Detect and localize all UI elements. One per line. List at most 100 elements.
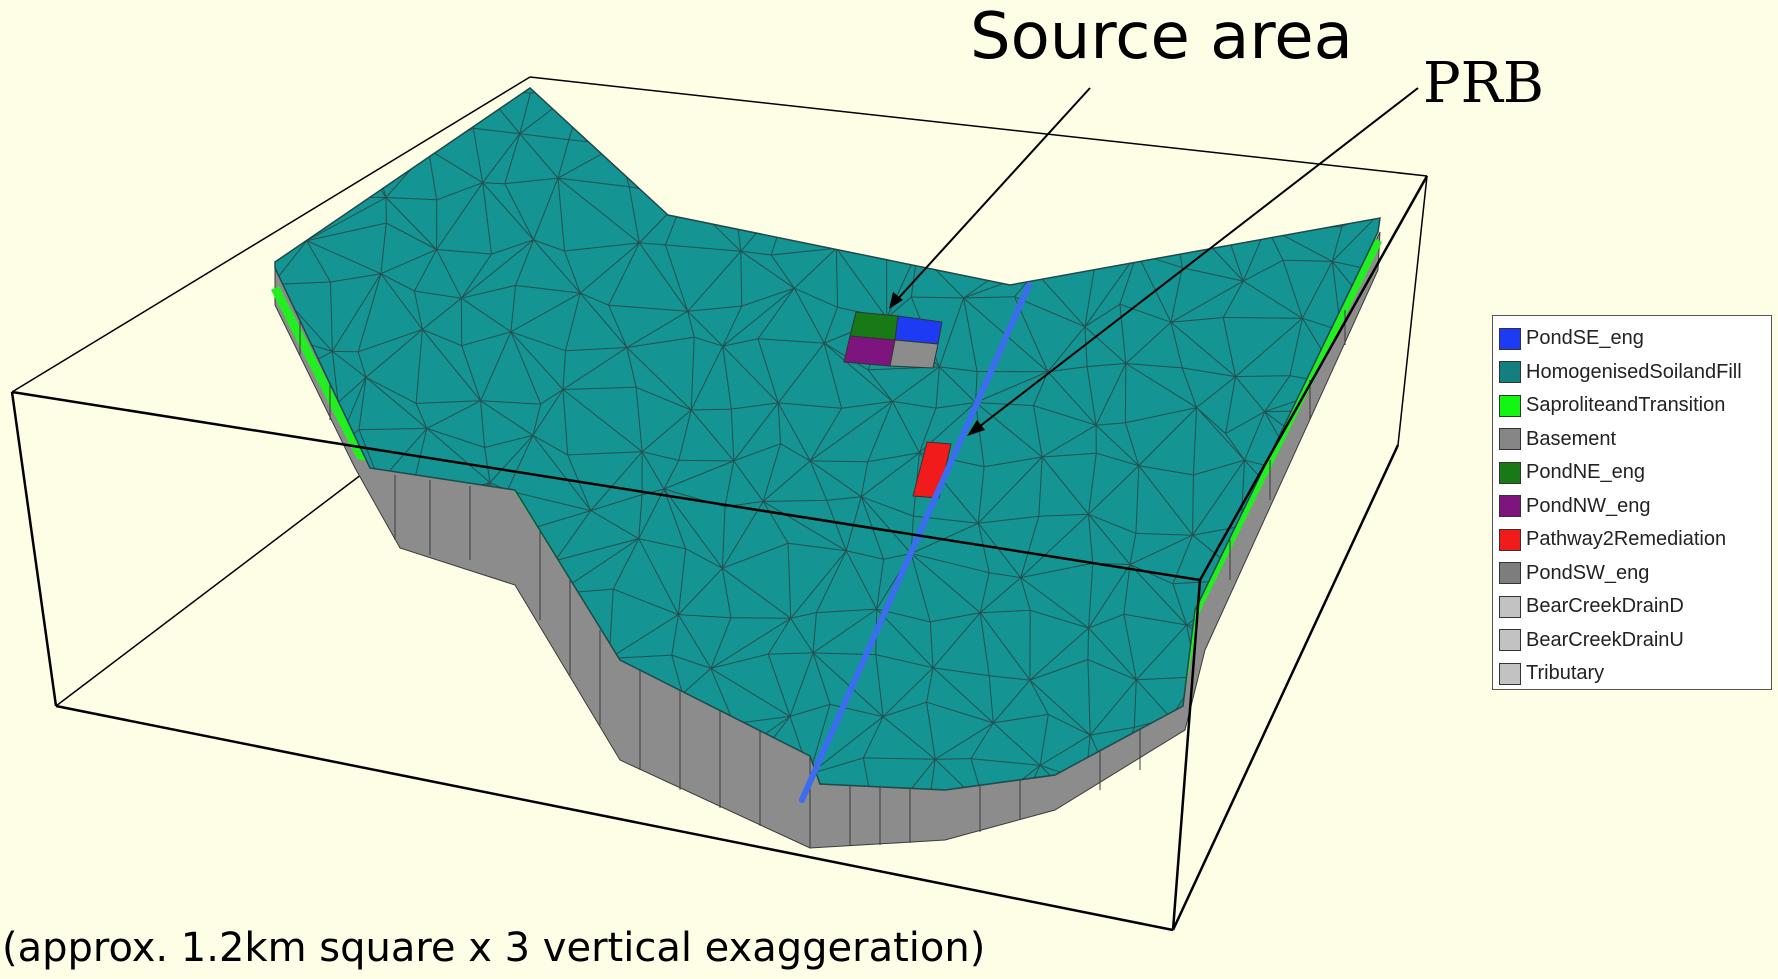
mesh-edge bbox=[826, 496, 862, 501]
mesh-edge bbox=[385, 197, 437, 250]
mesh-edge bbox=[1317, 473, 1348, 534]
mesh-edge bbox=[1096, 422, 1126, 426]
mesh-edge bbox=[791, 191, 823, 215]
mesh-edge bbox=[989, 675, 1030, 681]
mesh-edge bbox=[590, 494, 643, 512]
mesh-edge bbox=[1192, 407, 1198, 476]
mesh-edge bbox=[468, 637, 477, 714]
mesh-edge bbox=[863, 757, 936, 760]
mesh-edge bbox=[1317, 526, 1380, 535]
mesh-edge bbox=[435, 596, 485, 602]
mesh-edge bbox=[275, 119, 337, 186]
mesh-edge bbox=[480, 400, 486, 448]
mesh-edge bbox=[1391, 527, 1395, 594]
pond-nw bbox=[843, 335, 896, 367]
mesh-edge bbox=[1270, 127, 1293, 156]
mesh-edge bbox=[335, 119, 387, 198]
mesh-edge bbox=[533, 239, 581, 294]
mesh-edge bbox=[809, 716, 884, 775]
mesh-edge bbox=[276, 529, 321, 585]
mesh-edge bbox=[722, 567, 791, 619]
mesh-edge bbox=[1246, 579, 1278, 631]
mesh-edge bbox=[694, 336, 723, 347]
mesh-edge bbox=[826, 500, 847, 551]
mesh-edge bbox=[1336, 620, 1380, 634]
mesh-edge bbox=[945, 148, 988, 153]
mesh-edge bbox=[1068, 224, 1098, 254]
mesh-edge bbox=[1352, 780, 1377, 786]
mesh-edge bbox=[590, 510, 640, 540]
mesh-edge bbox=[278, 647, 315, 695]
mesh-edge bbox=[875, 654, 884, 717]
legend-swatch bbox=[1499, 528, 1521, 551]
mesh-edge bbox=[1138, 407, 1197, 466]
mesh-edge bbox=[1344, 726, 1370, 742]
mesh-edge bbox=[730, 617, 791, 619]
mesh-edge bbox=[381, 686, 420, 754]
legend-swatch bbox=[1499, 327, 1521, 350]
mesh-edge bbox=[510, 331, 566, 352]
mesh-edge bbox=[255, 246, 272, 285]
mesh-edge bbox=[1020, 562, 1093, 579]
mesh-edge bbox=[1123, 564, 1131, 615]
mesh-edge bbox=[663, 488, 723, 569]
mesh-edge bbox=[282, 781, 332, 790]
mesh-edge bbox=[510, 331, 542, 405]
mesh-edge bbox=[267, 122, 268, 185]
mesh-edge bbox=[934, 758, 987, 790]
mesh-edge bbox=[933, 105, 947, 152]
mesh-edge bbox=[480, 400, 534, 436]
mesh-edge bbox=[682, 88, 734, 96]
prb-transect-line bbox=[799, 282, 1032, 803]
mesh-edge bbox=[1084, 326, 1127, 364]
mesh-edge bbox=[491, 239, 534, 255]
mesh-edge bbox=[1385, 160, 1390, 208]
mesh-edge bbox=[1250, 765, 1272, 767]
mesh-edge bbox=[1192, 474, 1194, 536]
mesh-edge bbox=[970, 758, 1041, 766]
mesh-edge bbox=[1020, 577, 1031, 611]
mesh-edge bbox=[1095, 424, 1140, 466]
mesh-edge bbox=[1167, 162, 1218, 174]
mesh-edge bbox=[1276, 586, 1285, 631]
mesh-edge bbox=[613, 588, 679, 616]
mesh-edge bbox=[664, 244, 689, 312]
prb-label: PRB bbox=[1423, 51, 1544, 116]
mesh-edge bbox=[809, 460, 828, 501]
mesh-edge bbox=[663, 460, 734, 490]
mesh-edge bbox=[1038, 513, 1089, 517]
mesh-edge bbox=[767, 653, 791, 717]
mesh-edge bbox=[384, 583, 419, 643]
mesh-edge bbox=[460, 253, 492, 299]
legend-item: BearCreekDrainU bbox=[1499, 624, 1765, 658]
mesh-edge bbox=[1038, 456, 1043, 517]
mesh-edge bbox=[1181, 367, 1198, 408]
mesh-edge bbox=[358, 427, 427, 431]
mesh-edge bbox=[1135, 624, 1187, 681]
mesh-edge bbox=[436, 249, 492, 255]
mesh-edge bbox=[578, 766, 624, 790]
mesh-edge bbox=[823, 342, 893, 402]
mesh-edge bbox=[1068, 224, 1138, 254]
mesh-edge bbox=[1029, 627, 1089, 681]
mesh-edge bbox=[1048, 713, 1091, 736]
mesh-edge bbox=[1039, 714, 1049, 766]
mesh-edge bbox=[730, 409, 735, 461]
mesh-edge bbox=[882, 701, 927, 718]
mesh-edge bbox=[1123, 614, 1137, 680]
mesh-edge bbox=[979, 612, 1031, 681]
mesh-edge bbox=[1299, 472, 1347, 475]
mesh-edge bbox=[1332, 825, 1369, 840]
mesh-edge bbox=[1033, 153, 1070, 226]
mesh-edge bbox=[422, 329, 462, 347]
mesh-edge bbox=[1125, 363, 1183, 369]
mesh-edge bbox=[515, 239, 534, 286]
mesh-edge bbox=[419, 752, 473, 754]
mesh-edge bbox=[1133, 206, 1174, 219]
mesh-edge bbox=[461, 297, 512, 333]
mesh-edge bbox=[846, 550, 884, 560]
mesh-edge bbox=[306, 240, 331, 283]
mesh-edge bbox=[975, 371, 1048, 403]
mesh-edge bbox=[690, 337, 695, 411]
mesh-edge bbox=[358, 377, 367, 430]
